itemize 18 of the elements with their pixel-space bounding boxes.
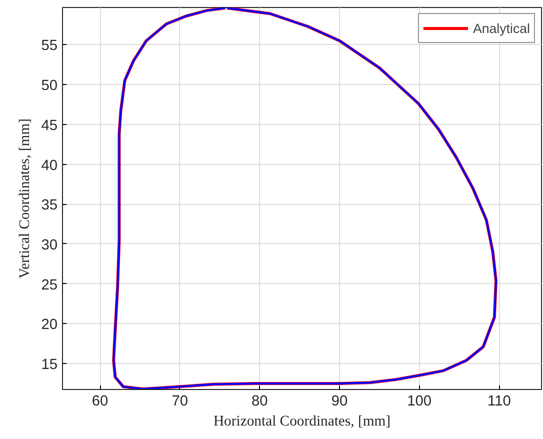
y-tick-label: 20 xyxy=(41,317,58,334)
x-tick-label: 80 xyxy=(252,394,268,410)
x-axis-title: Horizontal Coordinates, [mm] xyxy=(213,414,391,430)
x-tick-label: 100 xyxy=(407,394,432,410)
x-tick-label: 70 xyxy=(172,394,188,410)
y-tick-label: 25 xyxy=(41,277,58,294)
x-tick-label: 60 xyxy=(92,394,108,410)
y-tick-label: 30 xyxy=(41,237,58,254)
legend-label: Analytical xyxy=(472,20,530,36)
x-tick-label: 90 xyxy=(331,394,348,410)
y-tick-label: 40 xyxy=(41,158,58,174)
y-tick-label: 35 xyxy=(41,198,58,214)
y-tick-label: 50 xyxy=(41,78,58,94)
y-axis-title: Vertical Coordinates, [mm] xyxy=(17,118,34,278)
y-tick-label: 15 xyxy=(41,357,58,374)
y-tick-label: 55 xyxy=(41,38,58,54)
x-tick-label: 110 xyxy=(488,394,511,410)
y-tick-label: 45 xyxy=(41,118,58,134)
